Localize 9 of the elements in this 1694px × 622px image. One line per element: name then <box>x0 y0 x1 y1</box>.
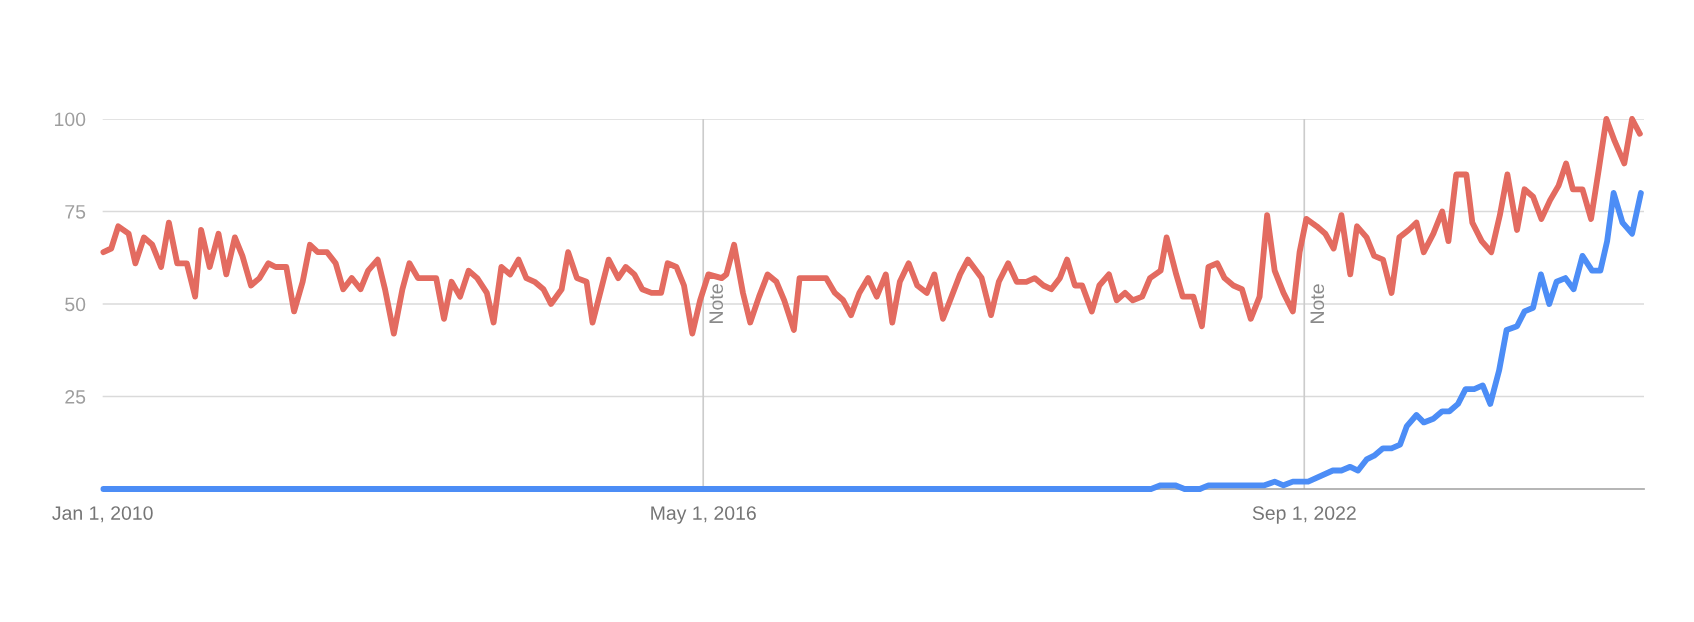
y-tick-label: 50 <box>65 297 86 312</box>
x-tick-label: Jan 1, 2010 <box>52 506 153 523</box>
y-tick-label: 25 <box>65 389 86 404</box>
y-tick-label: 100 <box>55 112 86 127</box>
x-tick-label: May 1, 2016 <box>651 506 756 524</box>
ref-line-label: Note <box>1310 284 1325 323</box>
x-tick-label: Sep 1, 2022 <box>1252 506 1356 524</box>
y-tick-label: 75 <box>65 205 86 219</box>
ref-line-label: Note <box>709 284 724 323</box>
